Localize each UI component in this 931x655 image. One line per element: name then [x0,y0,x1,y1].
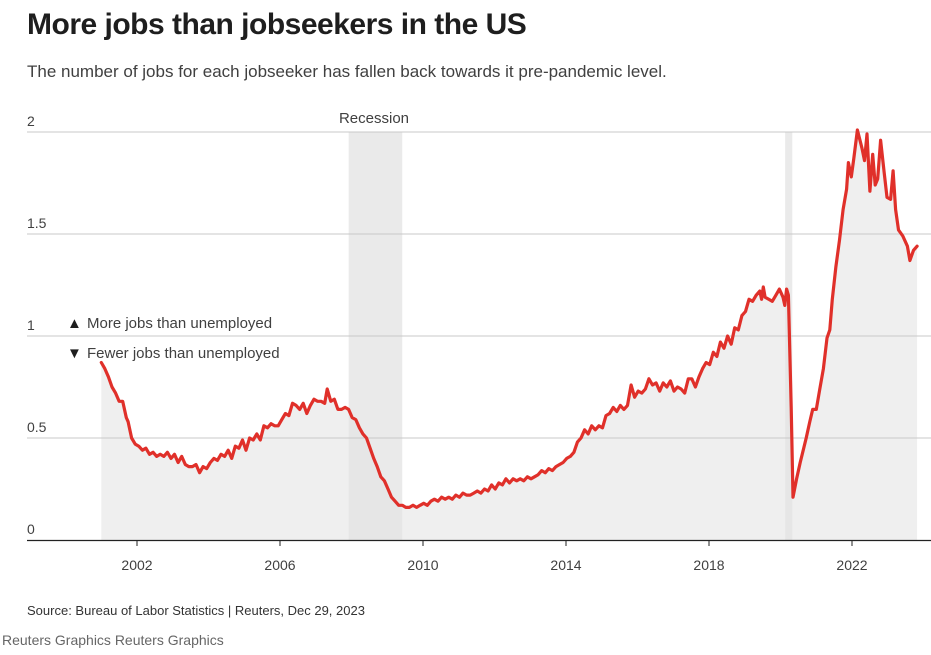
x-tick-label: 2002 [121,557,152,573]
y-tick-label: 0 [27,521,35,537]
chart: 0 0.5 1 1.5 2 2002 2006 2010 2014 2018 2022 Reces… [27,110,931,573]
page-title: More jobs than jobseekers in the US [27,8,527,41]
area-group [101,130,918,540]
y-tick-label: 1.5 [27,215,47,231]
y-tick-label: 2 [27,113,35,129]
x-tick-label: 2014 [550,557,581,573]
line-group [99,128,919,509]
y-tick-label: 0.5 [27,419,47,435]
source-note: Source: Bureau of Labor Statistics | Reu… [27,603,365,618]
x-axis: 2002 2006 2010 2014 2018 2022 [27,539,931,573]
recession-label: Recession [339,110,409,127]
credit-line: Reuters Graphics Reuters Graphics [2,632,224,648]
x-tick-label: 2006 [264,557,295,573]
annotation-more-jobs: More jobs than unemployed [87,315,272,332]
x-tick-label: 2010 [407,557,438,573]
page-subtitle: The number of jobs for each jobseeker ha… [27,62,667,81]
gridlines: 0 0.5 1 1.5 2 [27,113,931,537]
up-triangle-icon: ▲ [67,315,82,332]
series-line [99,128,919,509]
down-triangle-icon: ▼ [67,345,82,362]
area-fill [101,130,918,540]
y-tick-label: 1 [27,317,35,333]
annotation-fewer-jobs: Fewer jobs than unemployed [87,345,280,362]
x-tick-label: 2018 [693,557,724,573]
x-tick-label: 2022 [836,557,867,573]
